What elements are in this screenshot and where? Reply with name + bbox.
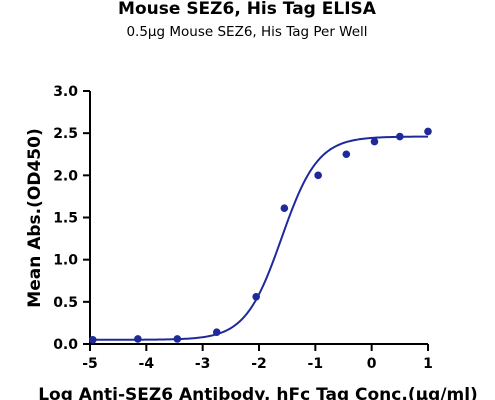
x-tick-label: 1	[423, 356, 433, 372]
data-point	[134, 335, 142, 343]
data-point	[212, 328, 221, 336]
x-tick-label: -1	[308, 356, 324, 372]
x-axis-title: Log Anti-SEZ6 Antibody, hFc Tag Conc.(μg…	[38, 385, 478, 400]
data-point	[280, 204, 289, 213]
fit-curve	[92, 135, 429, 341]
chart-subtitle: 0.5μg Mouse SEZ6, His Tag Per Well	[126, 24, 367, 40]
y-tick-label: 1.0	[53, 253, 78, 269]
data-point	[424, 127, 432, 136]
data-point	[89, 335, 97, 344]
ticks: 0.0 0.5 1.0 1.5 2.0 2.5 3.0 -5 -4 -3 -2 -1 0 1	[53, 84, 433, 372]
data-point	[370, 137, 379, 146]
data-point	[314, 171, 322, 180]
data-point	[173, 335, 182, 343]
y-tick-label: 0.5	[53, 295, 78, 311]
data-point	[252, 292, 260, 301]
x-tick-label: -5	[82, 356, 98, 372]
y-tick-label: 1.5	[53, 211, 78, 227]
y-axis-title: Mean Abs.(OD450)	[25, 128, 45, 307]
x-tick-label: -3	[195, 356, 211, 372]
y-tick-label: 0.0	[53, 337, 78, 353]
axes	[89, 91, 428, 345]
x-tick-label: 0	[367, 356, 377, 372]
y-tick-label: 3.0	[53, 84, 78, 100]
x-tick-label: -2	[251, 356, 267, 372]
y-tick-label: 2.5	[53, 126, 78, 142]
data-point	[396, 132, 404, 141]
data-point	[342, 150, 351, 159]
x-tick-label: -4	[139, 356, 155, 372]
y-tick-label: 2.0	[53, 168, 78, 184]
data-points	[89, 127, 432, 344]
chart-title: Mouse SEZ6, His Tag ELISA	[118, 0, 377, 19]
